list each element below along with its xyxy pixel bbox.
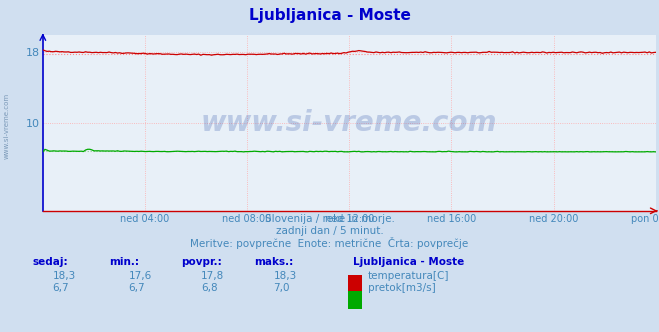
Text: sedaj:: sedaj: — [33, 257, 69, 267]
Text: 18,3: 18,3 — [53, 271, 76, 281]
Text: Ljubljanica - Moste: Ljubljanica - Moste — [353, 257, 464, 267]
Text: min.:: min.: — [109, 257, 139, 267]
Text: temperatura[C]: temperatura[C] — [368, 271, 449, 281]
Text: 6,7: 6,7 — [129, 283, 145, 293]
Text: 7,0: 7,0 — [273, 283, 290, 293]
Text: www.si-vreme.com: www.si-vreme.com — [3, 93, 9, 159]
Text: Meritve: povprečne  Enote: metrične  Črta: povprečje: Meritve: povprečne Enote: metrične Črta:… — [190, 237, 469, 249]
Text: Ljubljanica - Moste: Ljubljanica - Moste — [248, 8, 411, 23]
Text: maks.:: maks.: — [254, 257, 293, 267]
Text: 6,7: 6,7 — [53, 283, 69, 293]
Text: 6,8: 6,8 — [201, 283, 217, 293]
Text: pretok[m3/s]: pretok[m3/s] — [368, 283, 436, 293]
Text: 18,3: 18,3 — [273, 271, 297, 281]
Text: 17,6: 17,6 — [129, 271, 152, 281]
Text: www.si-vreme.com: www.si-vreme.com — [201, 109, 498, 137]
Text: zadnji dan / 5 minut.: zadnji dan / 5 minut. — [275, 226, 384, 236]
Text: Slovenija / reke in morje.: Slovenija / reke in morje. — [264, 214, 395, 224]
Text: 17,8: 17,8 — [201, 271, 224, 281]
Text: povpr.:: povpr.: — [181, 257, 222, 267]
